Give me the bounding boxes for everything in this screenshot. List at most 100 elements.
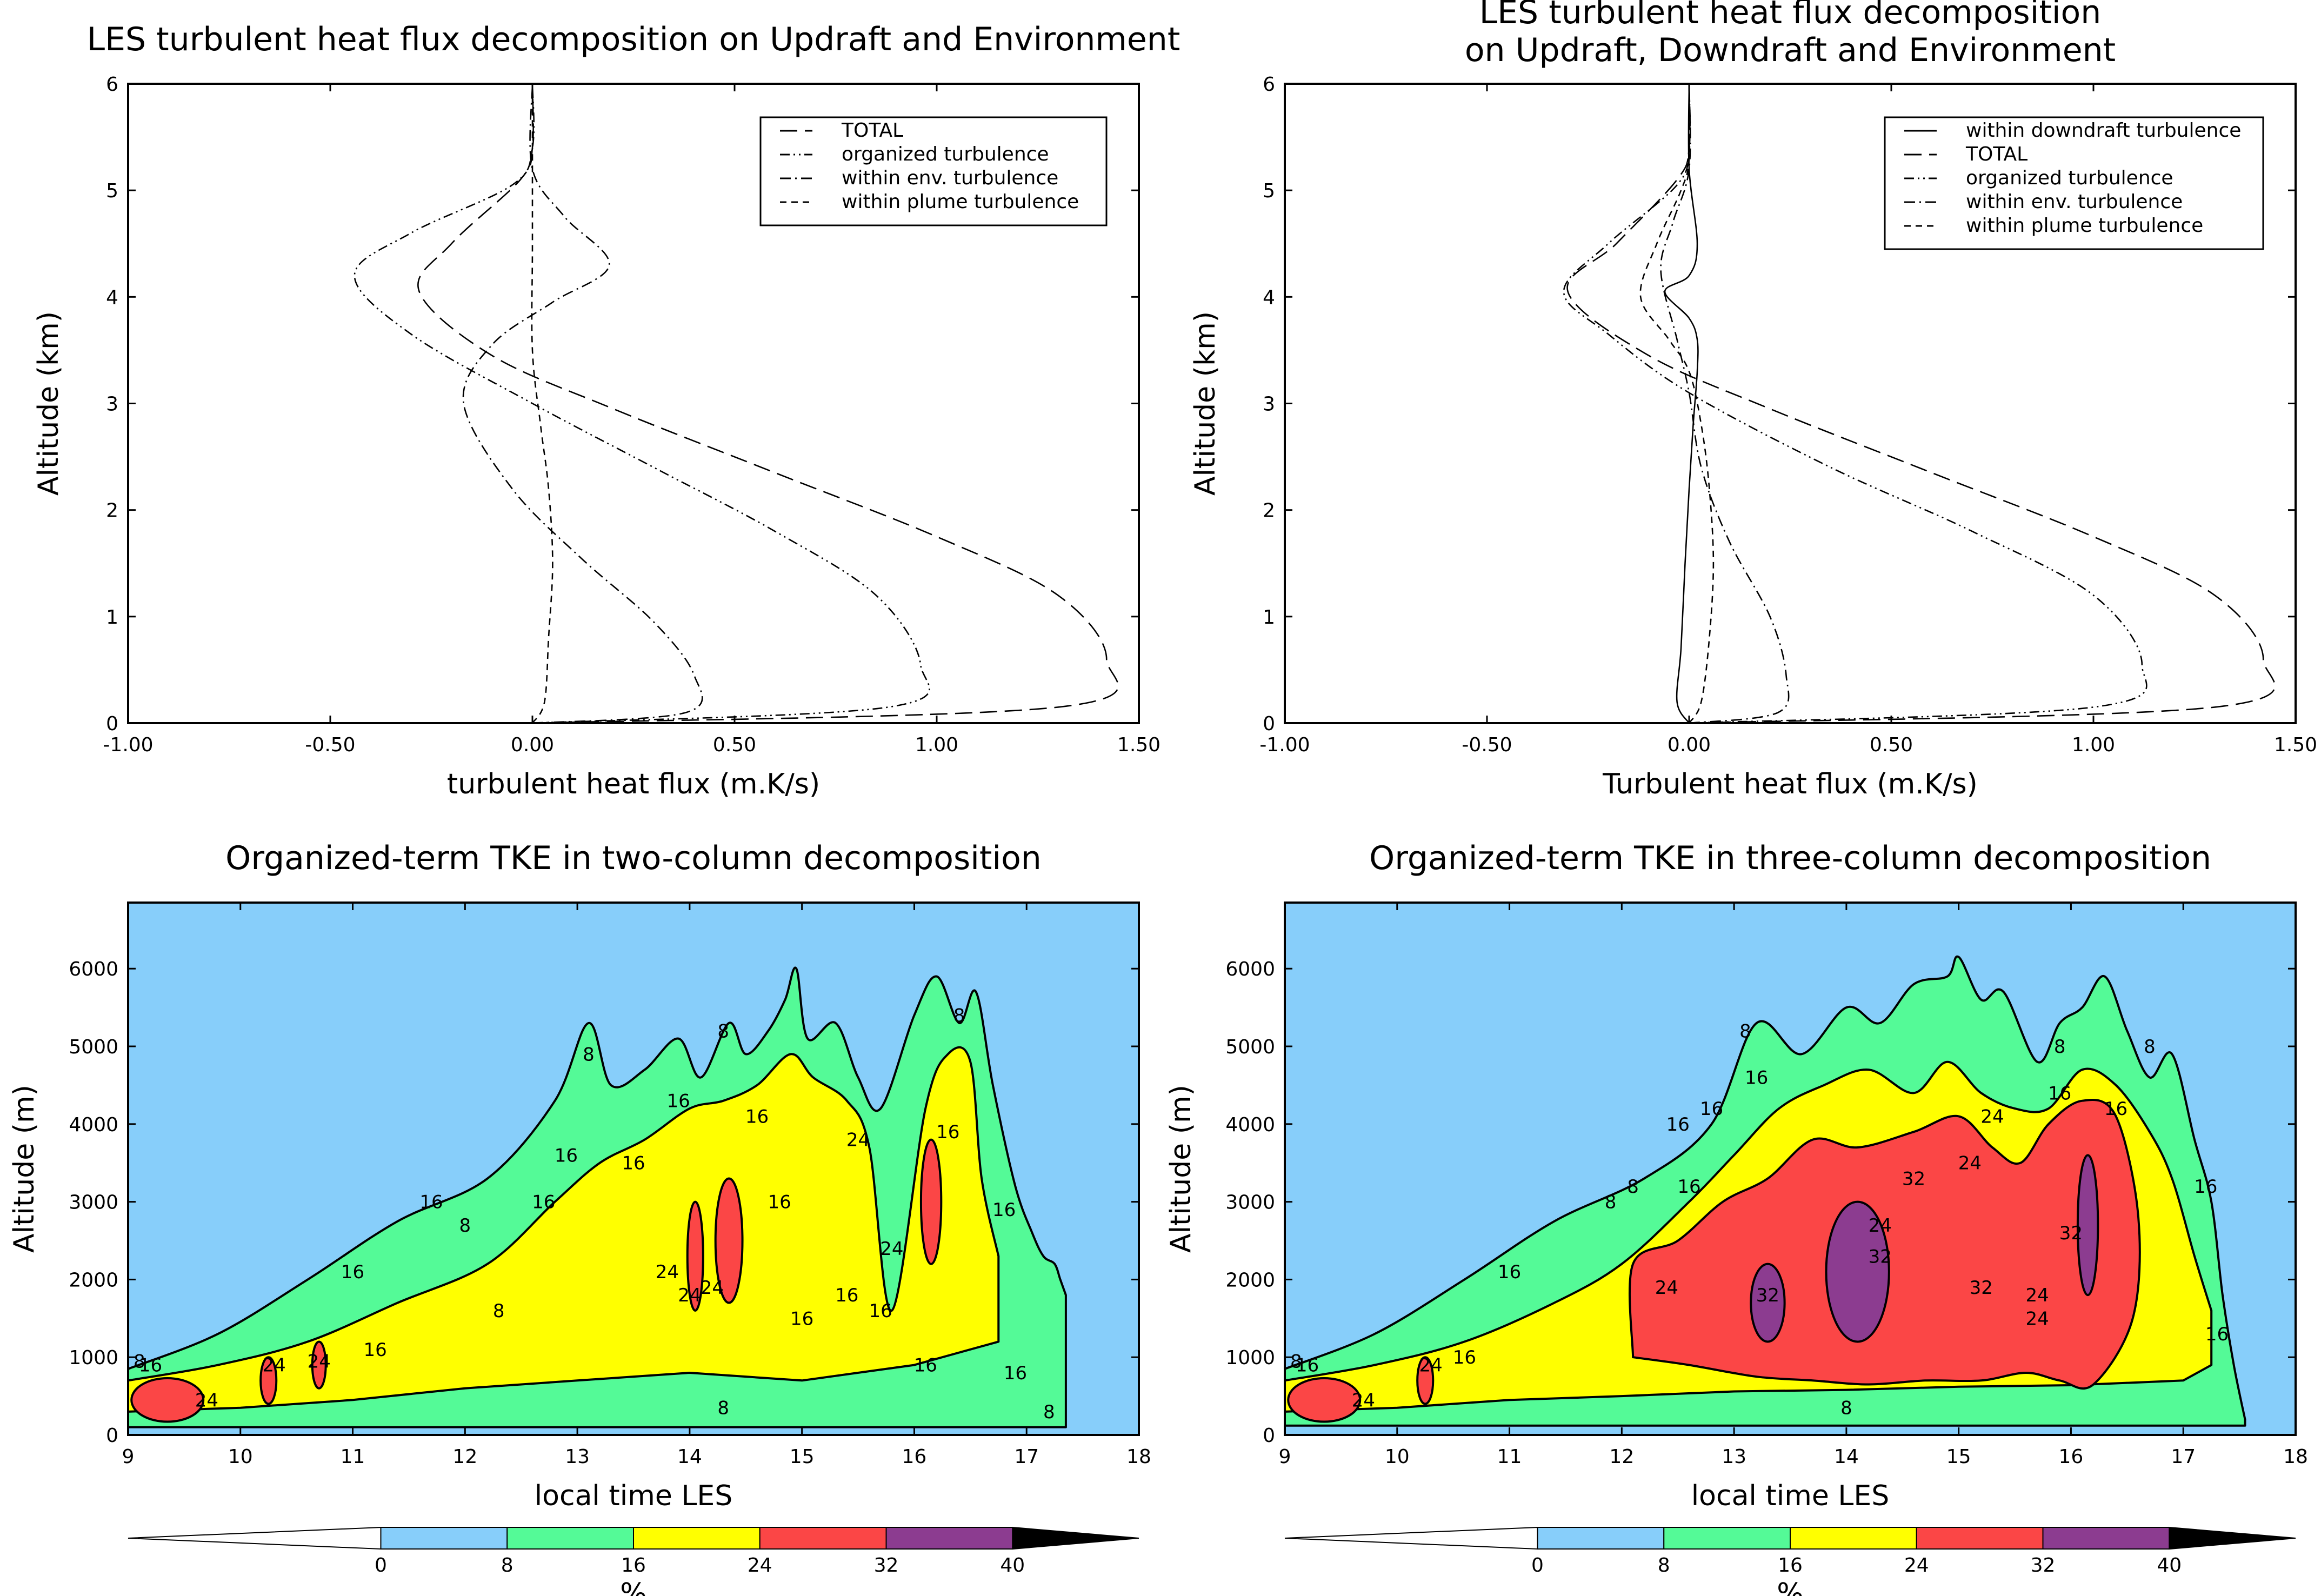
panel-c-contour-fill-16 [128,1046,1000,1413]
panel-c-contour-label: 8 [1043,1401,1055,1423]
panel-c-contour-label: 8 [953,1005,965,1027]
panel-c-xtick-label: 17 [1014,1446,1039,1468]
panel-d-xtick-label: 13 [1722,1446,1746,1468]
colorbar-d-label: % [1777,1578,1803,1596]
panel-d-xtick-label: 9 [1279,1446,1291,1468]
panel-d-contour-label: 16 [1453,1347,1476,1368]
panel-b-xlabel: Turbulent heat flux (m.K/s) [1602,768,1978,800]
panel-c-contour-label: 16 [790,1308,813,1330]
panel-d-contour-label: 24 [1869,1215,1892,1237]
panel-d-ytick-label: 4000 [1225,1114,1275,1136]
panel-a-xtick-label: 0.50 [713,734,756,756]
panel-d-ytick-label: 3000 [1225,1192,1275,1214]
panel-c-contour-label: 8 [717,1020,729,1042]
colorbar-d-band-24-32 [1916,1527,2044,1550]
panel-a-legend-label-organized-turbulence: organized turbulence [842,143,1049,165]
panel-b-legend-label-within-plume-turbulence: within plume turbulence [1966,215,2203,237]
panel-c-xtick-label: 15 [790,1446,815,1468]
panel-d-contour-label: 24 [2025,1285,2049,1306]
colorbar-c-extend-low [128,1526,382,1550]
panel-c-contour-label: 8 [717,1398,729,1419]
panel-d-contour-label: 32 [1970,1277,1993,1299]
panel-c-ytick-label: 0 [106,1425,118,1447]
panel-b-frame [1284,83,2297,724]
panel-c-xtick-label: 11 [341,1446,365,1468]
panel-d-contour-fill-32-cell [1750,1263,1786,1343]
panel-a-series-within-env-turbulence [462,84,703,723]
panel-d-contour-fill-24-cell [1287,1377,1362,1423]
panel-a-xtick-label: 1.50 [1117,734,1160,756]
colorbar-c-tick-label: 8 [501,1554,513,1577]
panel-c-contour-fill-24-cell [686,1200,704,1312]
panel-a-series-group [354,84,1119,723]
panel-c-contour-label: 16 [835,1285,858,1306]
panel-c-ytick-label: 1000 [69,1347,118,1369]
panel-d-xtick-label: 18 [2283,1446,2308,1468]
panel-c-xtick-label: 13 [565,1446,590,1468]
panel-b-series-within-plume-turbulence [1639,84,1715,723]
panel-b-ytick-label: 4 [1263,286,1275,309]
panel-d-contour-label: 16 [1666,1114,1690,1136]
panel-d-ytick-label: 6000 [1225,958,1275,980]
panel-a-xtick-label: 1.00 [915,734,958,756]
colorbar-c-tick-label: 40 [1000,1554,1025,1577]
colorbar-c-tick-label: 32 [874,1554,899,1577]
panel-a-ytick-label: 2 [106,500,118,522]
panel-d-contour-label: 24 [1958,1153,1982,1174]
panel-d-contour-label: 24 [1419,1355,1442,1377]
panel-c-contour-label: 16 [419,1192,443,1213]
panel-b-ylabel: Altitude (km) [1189,311,1222,496]
panel-c-contour-label: 24 [656,1261,679,1283]
panel-a-heat-flux-updraft-environment: -1.00 -0.50 0.00 0.50 1.00 1.50 0 1 2 3 4 5 6 turbule… [32,21,1180,800]
panel-c-xtick-label: 14 [677,1446,702,1468]
colorbar-left: 0 8 16 24 32 40% [128,1526,1139,1596]
panel-c-contour-label: 16 [992,1199,1016,1221]
panel-c-contour-label: 24 [701,1277,724,1299]
panel-c-contour-label: 16 [666,1091,690,1112]
panel-d-contour-label: 32 [1869,1246,1892,1267]
panel-b-series-within-downdraft-turbulence [1664,84,1699,723]
panel-d-title-line: Organized-term TKE in three-column decom… [1369,839,2211,877]
panel-c-contour-fill-24-cell [130,1377,205,1423]
panel-a-series-total [417,84,1119,723]
colorbar-c-extend-high [1012,1526,1139,1550]
panel-a-xtick-label: 0.00 [511,734,554,756]
panel-b-legend-label-within-env-turbulence: within env. turbulence [1966,191,2183,213]
panel-d-contour-label: 8 [1605,1192,1617,1213]
colorbar-d-extend-low [1284,1526,1538,1550]
panel-a-ytick-label: 4 [106,286,118,309]
panel-a-ytick-label: 0 [106,713,118,735]
colorbar-d-band-8-16 [1663,1527,1791,1550]
panel-c-xtick-label: 9 [122,1446,135,1468]
panel-c-contour-label: 24 [846,1130,870,1151]
panel-d-contour-label: 32 [1756,1285,1779,1306]
panel-d-contour-label: 8 [1290,1351,1302,1372]
panel-c-title-line: Organized-term TKE in two-column decompo… [225,839,1042,877]
panel-d-ylabel: Altitude (m) [1165,1085,1197,1253]
panel-c-contour-label: 16 [914,1355,937,1377]
colorbar-c-label: % [620,1578,646,1596]
panel-c-contour-label: 24 [880,1238,903,1260]
panel-c-contour-label: 16 [1004,1363,1027,1384]
panel-b-legend-box [1884,116,2264,250]
panel-a-series-organized-turbulence [354,84,930,723]
panel-d-contour-label: 16 [2194,1176,2217,1198]
panel-d-xtick-label: 16 [2059,1446,2084,1468]
panel-b-series-within-env-turbulence [1660,84,1790,723]
colorbar-c-band-0-8 [380,1527,508,1550]
panel-b-xtick-label: -1.00 [1259,734,1310,756]
colorbar-d-tick-label: 0 [1531,1554,1544,1577]
colorbar-right: 0 8 16 24 32 40% [1284,1526,2296,1596]
colorbar-d-tick-label: 32 [2031,1554,2056,1577]
panel-b-ytick-label: 1 [1263,606,1275,629]
panel-b-xtick-label: -0.50 [1462,734,1512,756]
panel-c-contour-label: 8 [459,1215,471,1237]
panel-d-xtick-label: 15 [1946,1446,1971,1468]
panel-c-contour-fill-24-cell [714,1177,744,1304]
panel-a-title-line: LES turbulent heat flux decomposition on… [87,21,1180,58]
panel-a-legend-label-within-plume-turbulence: within plume turbulence [842,191,1079,213]
panel-d-contour-label: 8 [2054,1036,2066,1058]
panel-c-contour-label: 8 [134,1351,145,1372]
